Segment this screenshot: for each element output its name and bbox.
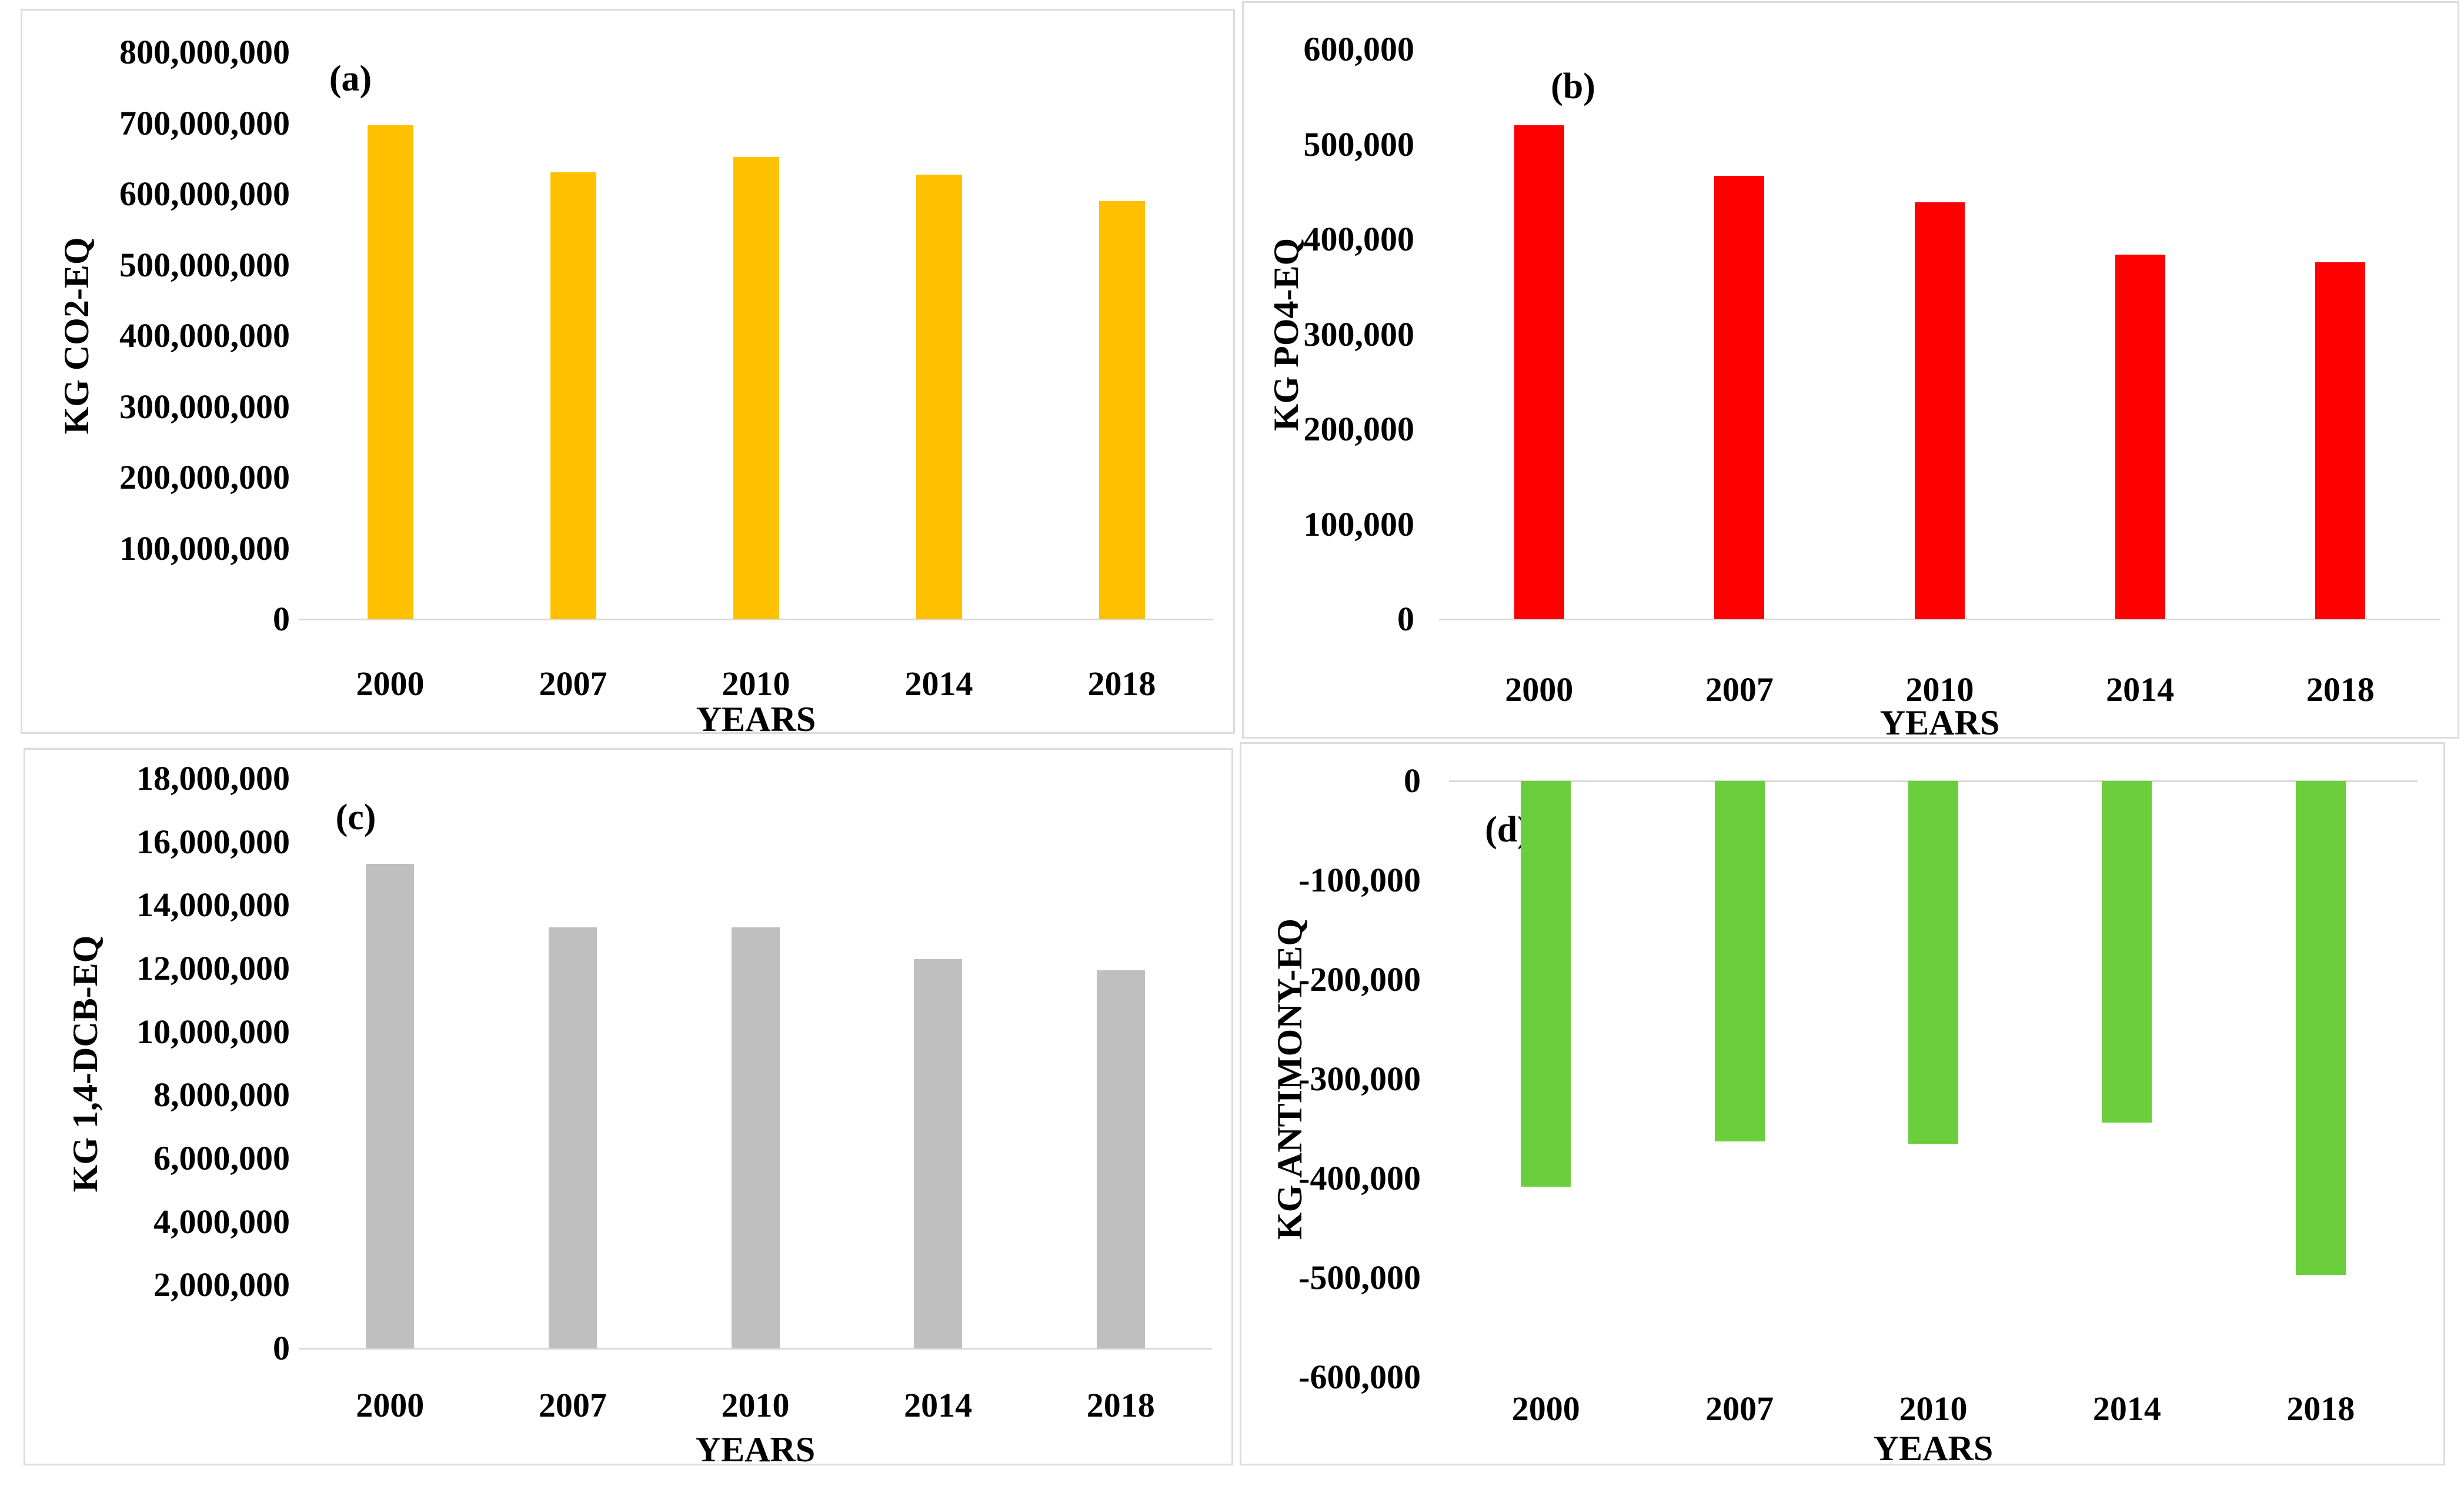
bar-2010: [1915, 202, 1965, 619]
x-tick-label: 2000: [356, 664, 425, 703]
y-tick-label: 6,000,000: [153, 1139, 290, 1177]
bar-2007: [1714, 175, 1765, 619]
panel-letter-a: (a): [329, 59, 372, 99]
y-tick-label: 0: [1404, 762, 1421, 800]
y-tick-label: -500,000: [1298, 1258, 1421, 1297]
x-tick-label: 2010: [722, 664, 790, 703]
y-tick-label: 8,000,000: [153, 1076, 290, 1114]
x-tick-label: 2010: [1899, 1390, 1968, 1428]
y-tick-label: -100,000: [1298, 861, 1421, 899]
bar-2018: [1099, 201, 1145, 619]
x-tick-label: 2010: [721, 1386, 790, 1424]
y-tick-label: 0: [1397, 600, 1414, 638]
y-tick-label: 400,000: [1303, 220, 1415, 258]
y-tick-label: 12,000,000: [136, 949, 290, 987]
x-axis-line: [299, 619, 1213, 620]
bar-2000: [1514, 125, 1564, 619]
x-axis-line: [299, 1348, 1212, 1350]
x-tick-label: 2014: [2106, 670, 2175, 709]
x-tick-label: 2007: [539, 664, 607, 703]
bar-2007: [1714, 781, 1765, 1142]
panel-c: (c) KG 1,4-DCB-EQ 18,000,000 16,000,000 14…: [24, 748, 1233, 1469]
x-tick-label: 2010: [1905, 670, 1974, 709]
x-axis-title: YEARS: [695, 1430, 816, 1469]
y-tick-label: 500,000,000: [119, 245, 290, 284]
y-tick-label: -300,000: [1298, 1060, 1421, 1098]
bar-2014: [2102, 781, 2152, 1123]
x-tick-label: 2018: [1087, 664, 1156, 703]
x-tick-label: 2007: [538, 1386, 607, 1424]
y-tick-label: 10,000,000: [136, 1012, 290, 1051]
x-axis-title: YEARS: [696, 700, 816, 739]
y-tick-label: 14,000,000: [136, 886, 290, 924]
y-tick-label: 4,000,000: [153, 1202, 290, 1241]
bar-2018: [1096, 970, 1145, 1348]
bar-2000: [366, 864, 415, 1348]
bar-2014: [914, 959, 963, 1348]
y-tick-label: 400,000,000: [119, 316, 290, 355]
y-tick-label: 0: [273, 600, 290, 638]
bar-2018: [2295, 781, 2346, 1275]
y-tick-label: 16,000,000: [136, 822, 290, 861]
y-tick-label: 200,000: [1303, 410, 1415, 448]
bar-2018: [2315, 262, 2366, 619]
y-tick-label: 500,000: [1303, 125, 1415, 163]
bar-2010: [731, 927, 780, 1348]
panel-letter-b: (b): [1551, 66, 1595, 106]
x-tick-label: 2014: [2092, 1390, 2161, 1428]
y-tick-label: 600,000,000: [119, 175, 290, 213]
y-tick-label: -200,000: [1298, 960, 1421, 999]
panel-b: (b) KG PO4-EQ 600,000 500,000 400,000 300,0…: [1242, 1, 2459, 742]
x-tick-label: 2014: [904, 664, 973, 703]
y-tick-label: 200,000,000: [119, 458, 290, 496]
y-tick-label: 600,000: [1303, 30, 1415, 68]
x-axis-title: YEARS: [1879, 703, 2000, 742]
bar-2000: [367, 125, 413, 619]
y-tick-label: -600,000: [1298, 1358, 1421, 1396]
y-tick-label: 300,000: [1303, 315, 1415, 353]
y-tick-label: 700,000,000: [119, 103, 290, 142]
x-tick-label: 2000: [1505, 670, 1574, 709]
x-axis-line: [1439, 619, 2440, 620]
x-tick-label: 2000: [1511, 1390, 1580, 1428]
y-tick-label: 100,000: [1303, 505, 1415, 543]
panel-a: (a) KG CO2-EQ 800,000,000 700,000,000 600,…: [21, 9, 1235, 739]
bar-2010: [733, 157, 779, 619]
y-tick-label: 100,000,000: [119, 529, 290, 567]
y-tick-label: 0: [273, 1329, 290, 1367]
x-tick-label: 2007: [1705, 1390, 1774, 1428]
panel-letter-c: (c): [335, 797, 376, 837]
bar-2007: [548, 927, 597, 1348]
x-tick-label: 2000: [356, 1386, 425, 1424]
x-tick-label: 2018: [2306, 670, 2375, 709]
bar-2014: [2115, 254, 2165, 619]
x-axis-title: YEARS: [1873, 1429, 1994, 1468]
y-tick-label: 800,000,000: [119, 33, 290, 71]
y-tick-label: 300,000,000: [119, 387, 290, 426]
panel-d: (d) KG ANTIMONY-EQ 0 -100,000 -200,000 -300…: [1240, 742, 2445, 1468]
x-tick-label: 2018: [2286, 1390, 2355, 1428]
x-tick-label: 2007: [1705, 670, 1774, 709]
y-tick-label: 2,000,000: [153, 1265, 290, 1304]
x-tick-label: 2018: [1086, 1386, 1155, 1424]
bar-2007: [550, 172, 596, 619]
bar-2010: [1908, 781, 1958, 1144]
bar-2000: [1521, 781, 1571, 1187]
y-tick-label: 18,000,000: [136, 759, 290, 797]
y-tick-label: -400,000: [1298, 1159, 1421, 1197]
bar-2014: [916, 175, 962, 619]
x-tick-label: 2014: [904, 1386, 973, 1424]
